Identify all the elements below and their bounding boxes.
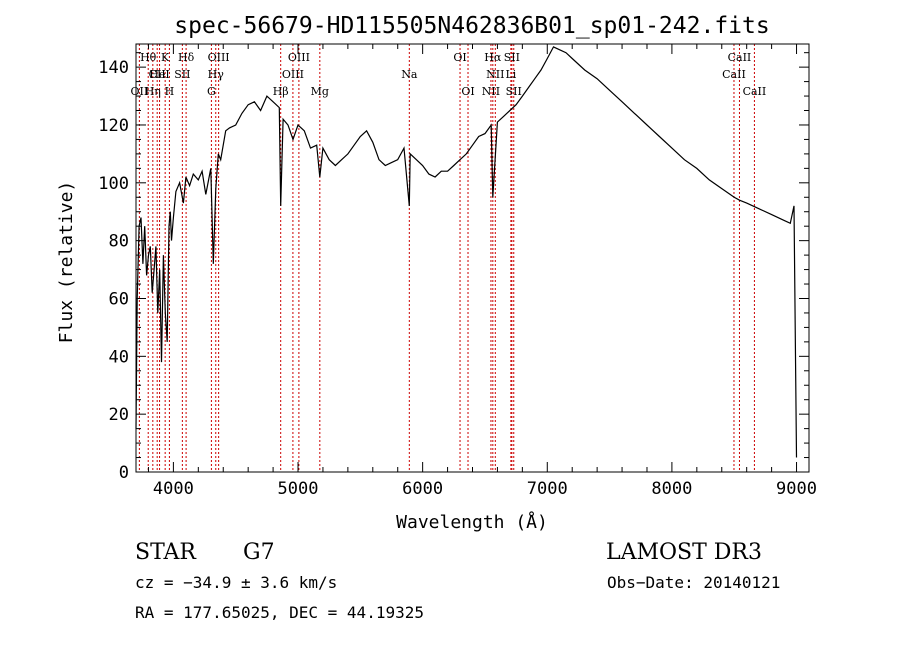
x-tick-label: 7000	[527, 479, 568, 499]
line-label: SII	[506, 85, 522, 98]
y-tick-label: 100	[98, 174, 129, 194]
y-tick-label: 80	[109, 232, 129, 252]
spectrum-line	[135, 46, 798, 458]
line-label: HeI	[149, 68, 169, 81]
line-label: Hη	[145, 85, 161, 98]
info-panel: STAR G7 LAMOST DR3 cz = −34.9 ± 3.6 km/s…	[135, 540, 780, 622]
y-axis-ticks: 0 20 40 60 80 100 120 140	[98, 52, 809, 483]
y-axis-label: Flux (relative)	[56, 181, 77, 344]
object-class: STAR	[135, 540, 197, 565]
y-tick-label: 60	[109, 289, 129, 309]
line-label: CaII	[728, 51, 752, 64]
line-label: Hβ	[273, 85, 289, 98]
line-label: NII	[486, 68, 504, 81]
line-label: Hθ	[140, 51, 157, 64]
redshift-cz: cz = −34.9 ± 3.6 km/s	[135, 573, 337, 592]
line-label: Hα	[484, 51, 502, 64]
line-label: OI	[461, 85, 474, 98]
x-axis-label: Wavelength (Å)	[396, 511, 548, 533]
line-label: H	[165, 85, 175, 98]
x-axis-ticks: 4000 5000 6000 7000 8000 9000	[147, 44, 817, 499]
y-tick-label: 140	[98, 58, 129, 78]
survey-name: LAMOST DR3	[606, 540, 762, 565]
y-tick-label: 120	[98, 116, 129, 136]
spectral-line-markers	[138, 44, 755, 472]
line-label: OIII	[288, 51, 310, 64]
line-label: Hγ	[208, 68, 225, 81]
line-label: Na	[401, 68, 418, 81]
line-label: CaII	[743, 85, 767, 98]
x-tick-label: 9000	[776, 479, 817, 499]
line-label: K	[161, 51, 170, 64]
x-tick-label: 4000	[153, 479, 194, 499]
line-label: CaII	[722, 68, 746, 81]
chart-title: spec-56679-HD115505N462836B01_sp01-242.f…	[174, 13, 769, 39]
line-label: CII	[149, 68, 166, 81]
line-label: OIII	[208, 51, 230, 64]
line-label: SII	[504, 51, 520, 64]
y-tick-label: 20	[109, 405, 129, 425]
object-subclass: G7	[243, 540, 275, 565]
line-label: OI	[453, 51, 466, 64]
line-label: Li	[505, 68, 516, 81]
line-label: SII	[174, 68, 190, 81]
line-label: NII	[482, 85, 500, 98]
line-label: OIII	[282, 68, 304, 81]
x-tick-label: 8000	[651, 479, 692, 499]
line-label: Hδ	[178, 51, 195, 64]
y-tick-label: 0	[119, 463, 129, 483]
observation-date: Obs−Date: 20140121	[607, 573, 780, 592]
coordinates: RA = 177.65025, DEC = 44.19325	[135, 603, 424, 622]
line-label: OII	[131, 85, 149, 98]
line-label: G	[207, 85, 216, 98]
line-label: Mg	[311, 85, 329, 98]
y-tick-label: 40	[109, 347, 129, 367]
x-tick-label: 6000	[402, 479, 443, 499]
x-tick-label: 5000	[278, 479, 319, 499]
